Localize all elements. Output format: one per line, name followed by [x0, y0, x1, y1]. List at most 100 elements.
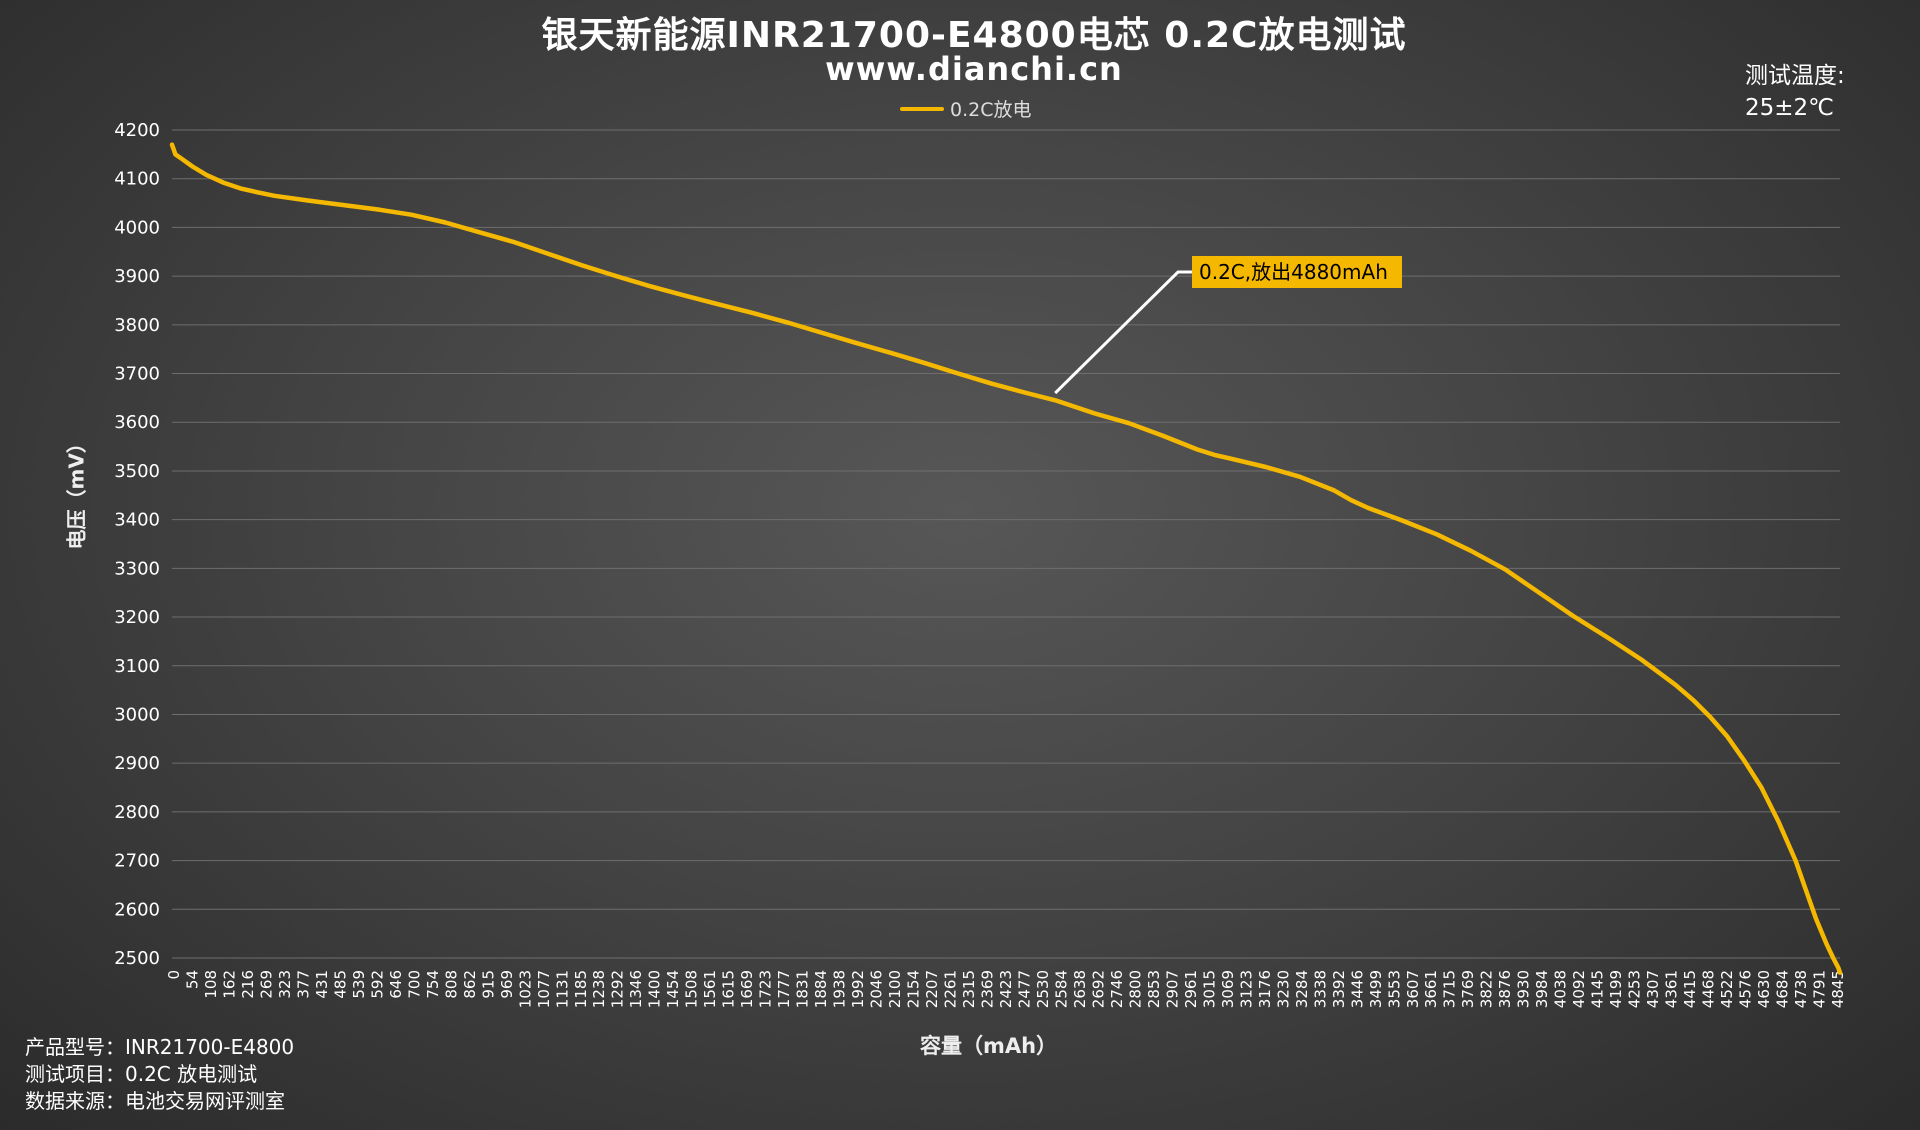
x-tick-label: 3661 [1422, 970, 1440, 1008]
x-tick-label: 3284 [1293, 970, 1311, 1008]
x-tick-label: 1992 [849, 970, 867, 1008]
y-tick-labels: 2500 2600 2700 2800 2900 3000 3100 3200 3300 3400… [114, 120, 160, 969]
annotation-label: 0.2C,放出4880mAh [1199, 260, 1388, 284]
y-tick-label: 4000 [114, 217, 160, 238]
x-tick-label: 3230 [1274, 970, 1292, 1008]
x-tick-label: 1185 [572, 970, 590, 1008]
x-tick-label: 754 [424, 970, 442, 999]
y-tick-label: 2700 [114, 851, 160, 872]
x-tick-label: 0 [165, 970, 183, 980]
x-tick-label: 3607 [1404, 970, 1422, 1008]
x-tick-label: 808 [442, 970, 460, 999]
x-tick-label: 2800 [1126, 970, 1144, 1008]
x-tick-label: 216 [239, 970, 257, 999]
x-tick-label: 3392 [1330, 970, 1348, 1008]
temperature-value: 25±2℃ [1745, 95, 1835, 121]
x-tick-label: 3015 [1200, 970, 1218, 1008]
x-tick-label: 4415 [1681, 970, 1699, 1008]
y-tick-label: 3400 [114, 510, 160, 531]
x-tick-label: 915 [479, 970, 497, 999]
x-tick-label: 3176 [1256, 970, 1274, 1008]
y-tick-label: 3300 [114, 558, 160, 579]
x-axis-label: 容量（mAh） [920, 1034, 1058, 1058]
x-tick-label: 54 [183, 970, 201, 989]
x-tick-label: 1508 [683, 970, 701, 1008]
x-tick-label: 1346 [627, 970, 645, 1008]
x-tick-label: 1454 [664, 970, 682, 1008]
x-tick-label: 3123 [1237, 970, 1255, 1008]
x-tick-label: 1723 [757, 970, 775, 1008]
x-tick-label: 2046 [868, 970, 886, 1008]
gridlines [172, 129, 1840, 959]
x-tick-label: 700 [405, 970, 423, 999]
series-line-0.2c-discharge [169, 142, 1843, 975]
x-tick-labels: 0 54 108 162 216 269 323 377 431 485 539 592 646 700 7… [165, 970, 1847, 1008]
x-tick-label: 1292 [609, 970, 627, 1008]
chart-title: 银天新能源INR21700-E4800电芯 0.2C放电测试 [541, 15, 1407, 56]
x-tick-label: 4307 [1644, 970, 1662, 1008]
footer-info: 产品型号：INR21700-E4800 测试项目：0.2C 放电测试 数据来源：… [25, 1034, 294, 1115]
x-tick-label: 4522 [1718, 970, 1736, 1008]
annotation-layer: 0.2C,放出4880mAh [1054, 256, 1402, 395]
legend-swatch [900, 106, 944, 111]
x-tick-label: 2853 [1145, 970, 1163, 1008]
x-tick-label: 1777 [775, 970, 793, 1008]
x-tick-label: 3553 [1385, 970, 1403, 1008]
x-tick-label: 1938 [831, 970, 849, 1008]
x-tick-label: 4630 [1755, 970, 1773, 1008]
y-tick-label: 2900 [114, 753, 160, 774]
x-tick-label: 2154 [905, 970, 923, 1008]
annotation-leader-line [1054, 270, 1192, 395]
x-tick-label: 4684 [1774, 970, 1792, 1008]
footer-model: 产品型号：INR21700-E4800 [25, 1035, 295, 1059]
x-tick-label: 2584 [1052, 970, 1070, 1008]
legend-label: 0.2C放电 [950, 99, 1032, 121]
x-tick-label: 1669 [738, 970, 756, 1008]
footer-test-item: 测试项目：0.2C 放电测试 [25, 1062, 258, 1086]
x-tick-label: 4145 [1589, 970, 1607, 1008]
y-tick-label: 4100 [114, 169, 160, 190]
x-tick-label: 3069 [1219, 970, 1237, 1008]
x-tick-label: 2638 [1071, 970, 1089, 1008]
y-tick-label: 3600 [114, 412, 160, 433]
y-tick-label: 3500 [114, 461, 160, 482]
y-tick-label: 4200 [114, 120, 160, 141]
x-tick-label: 4038 [1552, 970, 1570, 1008]
x-tick-label: 4253 [1626, 970, 1644, 1008]
x-tick-label: 969 [498, 970, 516, 999]
x-tick-label: 3446 [1348, 970, 1366, 1008]
x-tick-label: 4738 [1792, 970, 1810, 1008]
x-tick-label: 2530 [1034, 970, 1052, 1008]
chart-subtitle: www.dianchi.cn [825, 50, 1123, 88]
x-tick-label: 2261 [942, 970, 960, 1008]
x-tick-label: 3822 [1478, 970, 1496, 1008]
y-tick-label: 3700 [114, 364, 160, 385]
x-tick-label: 4576 [1737, 970, 1755, 1008]
x-tick-label: 2369 [979, 970, 997, 1008]
x-tick-label: 3876 [1496, 970, 1514, 1008]
x-tick-label: 1131 [553, 970, 571, 1008]
x-tick-label: 3715 [1441, 970, 1459, 1008]
x-tick-label: 108 [202, 970, 220, 999]
x-tick-label: 4199 [1607, 970, 1625, 1008]
x-tick-label: 1400 [646, 970, 664, 1008]
x-tick-label: 2207 [923, 970, 941, 1008]
x-tick-label: 1615 [720, 970, 738, 1008]
x-tick-label: 4791 [1811, 970, 1829, 1008]
legend: 0.2C放电 [900, 95, 1031, 122]
x-tick-label: 2423 [997, 970, 1015, 1008]
x-tick-label: 1238 [590, 970, 608, 1008]
x-tick-label: 646 [387, 970, 405, 999]
x-tick-label: 2692 [1089, 970, 1107, 1008]
x-tick-label: 485 [331, 970, 349, 999]
x-tick-label: 2315 [960, 970, 978, 1008]
y-tick-label: 2600 [114, 899, 160, 920]
x-tick-label: 4845 [1829, 970, 1847, 1008]
x-tick-label: 1561 [701, 970, 719, 1008]
x-tick-label: 1884 [812, 970, 830, 1008]
footer-source: 数据来源：电池交易网评测室 [25, 1089, 285, 1113]
y-tick-label: 3000 [114, 704, 160, 725]
y-tick-label: 2500 [114, 948, 160, 969]
y-tick-label: 2800 [114, 802, 160, 823]
